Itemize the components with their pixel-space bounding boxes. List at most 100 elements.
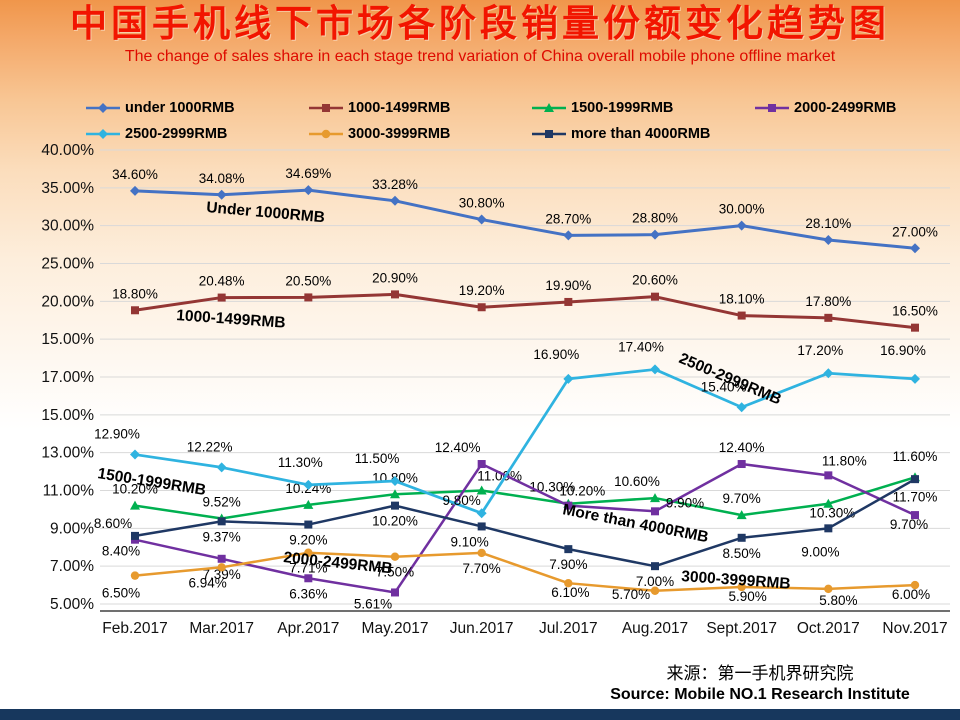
x-tick-label: Jul.2017 — [539, 620, 598, 637]
data-label: 34.08% — [199, 171, 245, 186]
data-label: 18.10% — [719, 292, 765, 307]
y-tick-label: 40.00% — [41, 142, 94, 159]
data-label: 34.60% — [112, 167, 158, 182]
legend-marker-icon — [532, 103, 566, 112]
y-tick-label: 7.00% — [50, 558, 94, 575]
legend-item: under 1000RMB — [86, 100, 309, 116]
data-label: 10.20% — [112, 482, 158, 497]
data-label: 17.40% — [618, 339, 664, 354]
data-label: 16.90% — [533, 347, 579, 362]
legend-row: under 1000RMB 1000-1499RMB 1500-1999RMB 200… — [86, 95, 960, 121]
series-line — [134, 476, 916, 520]
data-label: 8.40% — [102, 544, 140, 559]
legend-row: 2500-2999RMB 3000-3999RMB more than 4000RM… — [86, 121, 960, 147]
legend-marker-icon — [86, 129, 120, 139]
x-tick-label: Mar.2017 — [189, 620, 254, 637]
y-tick-label: 15.00% — [41, 407, 94, 424]
data-label: 18.80% — [112, 286, 158, 301]
y-tick-label: 30.00% — [41, 218, 94, 235]
data-label: 6.94% — [189, 575, 227, 590]
data-label: 7.00% — [636, 574, 674, 589]
legend-label: under 1000RMB — [125, 100, 235, 116]
data-label: 9.70% — [723, 491, 761, 506]
data-label: 7.71% — [289, 561, 327, 576]
series-annotations: Under 1000RMB1000-1499RMB1500-1999RMB200… — [96, 199, 791, 593]
x-tick-label: Nov.2017 — [882, 620, 947, 637]
data-label: 28.70% — [545, 211, 591, 226]
legend-label: 2000-2499RMB — [794, 100, 897, 116]
data-label: 11.70% — [893, 489, 938, 504]
x-tick-label: Sept.2017 — [706, 620, 777, 637]
data-label: 11.30% — [278, 455, 323, 470]
data-label: 34.69% — [285, 166, 331, 181]
series-annotation: Under 1000RMB — [206, 199, 326, 226]
data-label: 9.80% — [443, 493, 481, 508]
data-label: 9.10% — [451, 534, 489, 549]
data-label: 6.00% — [892, 587, 930, 602]
data-label: 8.60% — [94, 516, 132, 531]
data-label: 5.61% — [354, 596, 392, 611]
data-label: 12.40% — [719, 440, 765, 455]
data-label: 6.36% — [289, 586, 327, 601]
data-label: 5.80% — [819, 593, 857, 608]
data-label: 11.00% — [477, 469, 522, 484]
data-label: 28.10% — [805, 216, 851, 231]
title-block: 中国手机线下市场各阶段销量份额变化趋势图 The change of sales… — [0, 0, 960, 66]
series-2000-2499rmb: 8.40% 7.39% 6.36% 5.61% 12.40% 10.20% 9.90% 12.… — [102, 440, 928, 611]
data-label: 11.50% — [355, 451, 400, 466]
legend-item: 3000-3999RMB — [309, 126, 532, 142]
data-label: 10.30% — [529, 480, 575, 495]
data-label: 5.70% — [612, 587, 650, 602]
data-label: 7.50% — [376, 565, 414, 580]
series-line — [134, 551, 916, 593]
page-subtitle: The change of sales share in each stage … — [124, 48, 836, 66]
data-label: 5.90% — [729, 589, 767, 604]
legend-item: 2000-2499RMB — [755, 100, 960, 116]
page-title: 中国手机线下市场各阶段销量份额变化趋势图 — [70, 4, 890, 45]
legend-label: more than 4000RMB — [571, 126, 711, 142]
data-label: 20.48% — [199, 274, 245, 289]
gridlines — [100, 149, 950, 605]
y-tick-label: 17.00% — [41, 369, 94, 386]
legend-item: 1500-1999RMB — [532, 100, 755, 116]
y-tick-label: 15.00% — [41, 331, 94, 348]
data-label: 7.70% — [463, 561, 501, 576]
legend-marker-icon — [755, 104, 789, 112]
data-label: 30.80% — [459, 196, 505, 211]
series-line — [134, 478, 916, 568]
legend-label: 2500-2999RMB — [125, 126, 228, 142]
data-label: 19.20% — [459, 283, 505, 298]
data-label: 20.90% — [372, 270, 418, 285]
data-label: 19.90% — [545, 278, 591, 293]
data-label: 12.22% — [187, 439, 233, 454]
data-label: 9.70% — [890, 517, 928, 532]
data-label: 10.20% — [559, 484, 605, 499]
legend-marker-icon — [86, 103, 120, 113]
data-label: 16.90% — [880, 343, 926, 358]
data-label: 6.10% — [551, 585, 589, 600]
data-label: 8.50% — [723, 546, 761, 561]
chart-legend: under 1000RMB 1000-1499RMB 1500-1999RMB 200… — [86, 95, 960, 147]
data-label: 28.80% — [632, 211, 678, 226]
series-annotation: 1000-1499RMB — [176, 307, 286, 332]
series-under-1000rmb: 34.60% 34.08% 34.69% 33.28% 30.80% 28.70% 28.8… — [112, 166, 938, 254]
data-label: 11.60% — [893, 449, 938, 464]
data-label: 30.00% — [719, 202, 765, 217]
data-label: 20.60% — [632, 273, 678, 288]
source-cn: 来源：第一手机界研究院 — [666, 664, 854, 683]
data-label: 20.50% — [285, 273, 331, 288]
data-label: 27.00% — [892, 224, 938, 239]
y-tick-label: 9.00% — [50, 520, 94, 537]
legend-marker-icon — [309, 104, 343, 112]
legend-item: 1000-1499RMB — [309, 100, 532, 116]
data-label: 11.80% — [822, 453, 867, 468]
data-label: 16.50% — [892, 304, 938, 319]
series-more-than-4000rmb: 8.60% 9.37% 9.20% 10.20% 9.10% 7.90% 7.00% 8.50… — [94, 449, 938, 589]
x-tick-label: Feb.2017 — [102, 620, 168, 637]
x-tick-label: May.2017 — [362, 620, 429, 637]
series-line — [134, 292, 916, 330]
data-label: 7.90% — [549, 557, 587, 572]
y-tick-label: 13.00% — [41, 445, 94, 462]
